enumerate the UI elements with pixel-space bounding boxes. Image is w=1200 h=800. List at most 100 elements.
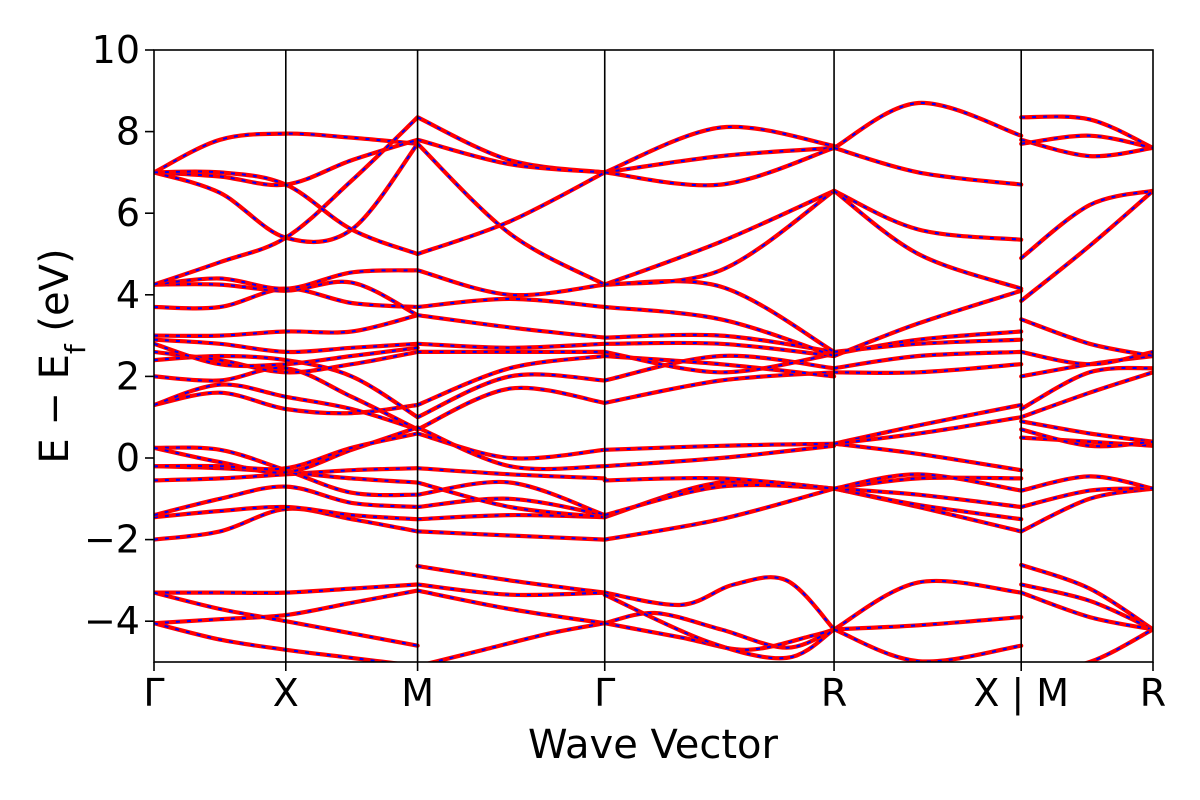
x-tick-label-1: X	[273, 671, 299, 715]
band-line-dashed-108	[833, 189, 1022, 241]
band-line-100	[415, 170, 607, 257]
y-axis-title-subscript: f	[59, 343, 92, 354]
y-axis-title-main: E − E	[32, 354, 78, 464]
band-line-7	[425, 621, 607, 662]
band-line-107	[832, 145, 1024, 187]
band-line-dashed-14	[833, 628, 1022, 662]
band-line-dashed-60	[417, 297, 605, 308]
band-line-58	[415, 341, 607, 350]
plot-frame	[153, 49, 1154, 663]
band-line-dashed-104	[604, 189, 835, 286]
band-line-60	[415, 296, 607, 310]
band-line-dashed-37	[834, 487, 1022, 508]
band-line-dashed-110	[1021, 115, 1153, 149]
band-line-88	[832, 415, 1024, 446]
band-line-dashed-58	[417, 342, 605, 349]
bands-layer	[154, 100, 1153, 662]
band-line-dashed-27	[417, 497, 605, 517]
y-tick-label-5: 6	[116, 191, 140, 235]
band-line-79	[1019, 317, 1153, 359]
band-line-59	[415, 313, 607, 340]
band-line-dashed-10	[604, 622, 835, 651]
y-tick-label-2: 0	[116, 436, 140, 480]
band-line-25	[415, 529, 607, 542]
band-line-dashed-56	[417, 355, 605, 406]
x-tick-label-6: R	[1140, 671, 1166, 715]
band-line-dashed-91	[1020, 428, 1153, 448]
band-line-dashed-102	[604, 125, 835, 174]
band-line-dashed-71	[833, 350, 1022, 370]
band-line-dashed-5	[417, 583, 605, 597]
band-line-dashed-99	[416, 143, 606, 286]
band-line-98	[415, 137, 607, 175]
band-line-dashed-2	[154, 583, 418, 594]
band-line-dashed-25	[417, 530, 605, 541]
y-tick-label-6: 8	[116, 110, 140, 154]
band-line-65	[602, 349, 837, 375]
band-line-dashed-78	[1021, 350, 1153, 366]
band-line-dashed-59	[417, 314, 605, 339]
band-line-15	[1019, 562, 1153, 632]
band-line-66	[602, 340, 837, 359]
band-line-dashed-86	[833, 404, 1022, 445]
band-line-dashed-41	[1020, 487, 1153, 508]
y-axis: −4 −2 0 2 4 6 8 10	[84, 28, 154, 643]
band-line-dashed-22	[154, 467, 418, 482]
y-tick-label-1: −2	[84, 518, 140, 562]
band-line-42	[1019, 474, 1153, 493]
band-line-dashed-73	[833, 289, 1022, 357]
band-line-dashed-109	[833, 190, 1022, 290]
y-axis-title: E − Ef (eV)	[32, 248, 92, 463]
band-line-dashed-8	[604, 576, 835, 631]
band-line-dashed-89	[1021, 420, 1153, 443]
band-line-84	[602, 441, 837, 452]
band-line-29	[415, 480, 607, 520]
band-line-63	[602, 353, 837, 383]
band-line-dashed-18	[1086, 628, 1153, 662]
band-line-16	[1019, 582, 1153, 632]
band-line-dashed-44	[154, 383, 418, 431]
band-line-111	[1019, 137, 1153, 159]
band-line-18	[1082, 627, 1153, 662]
x-axis: Γ X M Γ R X | M R	[143, 662, 1166, 716]
band-line-86	[832, 402, 1024, 446]
band-line-dashed-40	[1020, 487, 1153, 533]
x-axis-title: Wave Vector	[528, 722, 779, 768]
band-line-dashed-36	[833, 487, 1022, 521]
band-line-83	[415, 425, 607, 472]
band-line-dashed-87	[833, 442, 1022, 472]
band-line-dashed-4	[417, 565, 605, 594]
band-line-dashed-17	[1020, 591, 1153, 631]
band-line-14	[832, 627, 1024, 662]
band-line-112	[1019, 188, 1153, 261]
band-line-dashed-75	[1020, 371, 1153, 419]
band-line-dashed-81	[154, 432, 418, 471]
band-line-dashed-76	[1020, 366, 1153, 410]
band-line-12	[832, 578, 1024, 632]
band-line-dashed-83	[417, 426, 605, 471]
band-line-dashed-107	[833, 146, 1022, 186]
band-line-73	[832, 288, 1024, 359]
band-line-dashed-88	[833, 416, 1022, 445]
band-line-dashed-32	[604, 480, 835, 519]
band-line-dashed-30	[417, 467, 605, 480]
band-line-103	[602, 145, 837, 188]
band-line-8	[602, 575, 837, 632]
band-line-dashed-19	[154, 507, 418, 541]
x-tick-label-2: M	[401, 671, 434, 715]
band-line-82	[415, 431, 607, 461]
band-line-85	[602, 443, 837, 469]
band-line-dashed-100	[417, 171, 606, 255]
band-line-34	[602, 475, 837, 491]
band-line-74	[832, 337, 1024, 354]
band-line-dashed-82	[417, 432, 605, 460]
y-tick-label-0: −4	[84, 599, 140, 643]
band-line-dashed-72	[833, 330, 1022, 355]
band-line-dashed-12	[833, 579, 1022, 631]
band-line-68	[602, 304, 837, 359]
y-tick-label-4: 4	[116, 273, 140, 317]
x-tick-label-5: X | M	[973, 671, 1069, 716]
band-line-dashed-114	[1021, 134, 1153, 149]
y-axis-title-unit: (eV)	[32, 248, 78, 344]
